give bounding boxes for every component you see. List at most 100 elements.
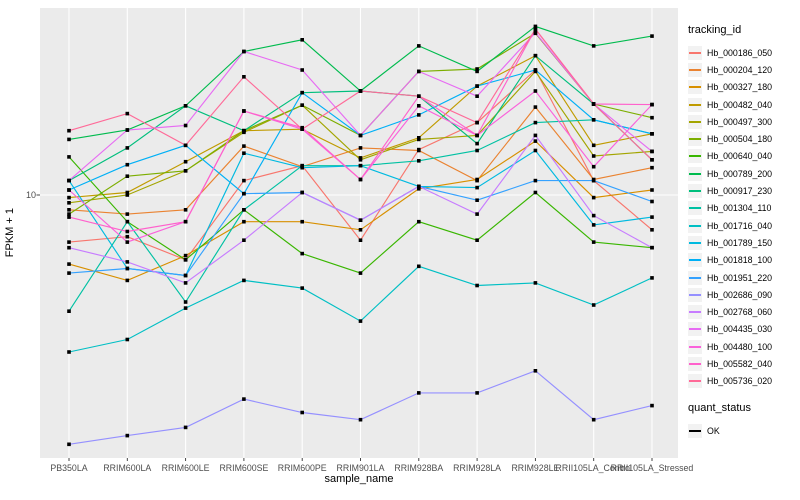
legend-items: Hb_000186_050 Hb_000204_120 Hb_000327_180 H… [688, 44, 800, 390]
line-swatch-icon [689, 362, 701, 365]
point-marker [591, 303, 596, 307]
point-marker [650, 115, 654, 120]
point-marker [533, 68, 538, 72]
legend-key-swatch [688, 287, 702, 302]
line-swatch-icon [689, 68, 701, 71]
x-tick-label: RRIM600SE [219, 463, 268, 473]
point-marker [475, 198, 479, 202]
point-marker [67, 188, 71, 192]
point-marker [650, 199, 654, 204]
line-swatch-icon [689, 311, 701, 314]
legend-key-swatch [688, 201, 702, 216]
point-marker [300, 219, 304, 224]
point-marker [475, 133, 479, 138]
legend-key-swatch [688, 80, 702, 95]
point-marker [475, 94, 479, 98]
point-marker [125, 229, 130, 234]
point-marker [533, 133, 538, 138]
point-marker [358, 158, 363, 162]
legend-entry-label: Hb_000789_200 [707, 168, 773, 179]
point-marker [300, 68, 304, 72]
y-axis-tick-label: 10 [25, 190, 36, 200]
panel-background [40, 8, 678, 458]
point-marker [417, 104, 421, 108]
point-marker [417, 264, 421, 269]
legend-entry: Hb_004435_030 [688, 321, 800, 338]
line-swatch-icon [689, 207, 701, 210]
legend-key-swatch [688, 374, 702, 389]
line-swatch-icon [689, 276, 701, 279]
point-marker [67, 201, 71, 205]
legend-entry: Hb_000204_120 [688, 61, 800, 78]
x-axis-title: sample_name [324, 473, 394, 485]
point-marker [475, 185, 479, 190]
point-marker [67, 137, 71, 142]
line-swatch-icon [689, 120, 701, 123]
point-marker [650, 132, 654, 136]
legend-entry-label: Hb_002768_060 [707, 307, 773, 318]
point-marker [242, 219, 246, 224]
point-marker [67, 240, 71, 244]
point-marker [300, 190, 304, 195]
legend-entry: Hb_000186_050 [688, 44, 800, 61]
point-marker [417, 391, 421, 395]
legend-key-swatch [688, 184, 702, 199]
point-marker [183, 208, 188, 212]
legend-entry-label: Hb_001716_040 [707, 220, 773, 231]
point-marker [533, 105, 538, 109]
legend-key-swatch [688, 166, 702, 181]
point-marker [475, 120, 479, 125]
point-marker [591, 164, 596, 169]
x-tick-label: RRIM928LA [453, 463, 501, 473]
point-marker [300, 286, 304, 290]
axis-ticks [36, 194, 653, 461]
point-marker [125, 174, 130, 178]
line-swatch-icon [689, 241, 701, 244]
legend-entry-label: Hb_000482_040 [707, 99, 773, 110]
legend-entry: Hb_001304_110 [688, 200, 800, 217]
point-marker [183, 219, 188, 224]
point-marker [358, 238, 363, 242]
point-marker [242, 49, 246, 54]
line-swatch-icon [689, 172, 701, 175]
line-swatch-icon [689, 103, 701, 106]
point-marker [533, 148, 538, 153]
point-marker [358, 89, 363, 93]
point-marker [591, 223, 596, 227]
point-marker [67, 155, 71, 159]
point-marker [67, 309, 71, 313]
x-tick-label: RRII105LA_Stressed [611, 463, 694, 473]
point-marker [183, 273, 188, 278]
point-marker [300, 410, 304, 415]
point-marker [358, 156, 363, 160]
legend-key-swatch [688, 305, 702, 320]
x-tick-label: RRIM600PE [278, 463, 327, 473]
point-marker [183, 104, 188, 108]
point-marker [417, 184, 421, 189]
point-marker [183, 159, 188, 164]
point-marker [475, 84, 479, 88]
point-marker [358, 163, 363, 168]
point-marker [183, 281, 188, 285]
point-marker [300, 90, 304, 95]
point-marker [650, 149, 654, 154]
legend-entry-label: Hb_001304_110 [707, 203, 772, 214]
line-swatch-icon [689, 51, 701, 54]
point-marker [475, 212, 479, 216]
point-marker [591, 213, 596, 218]
point-marker [358, 228, 363, 232]
point-marker [650, 34, 654, 38]
point-marker [591, 102, 596, 106]
point-marker [242, 397, 246, 401]
point-marker [125, 219, 130, 224]
point-marker [650, 165, 654, 170]
legend-entry: Hb_001789_150 [688, 234, 800, 251]
point-marker [183, 425, 188, 430]
point-marker [358, 319, 363, 323]
point-marker [242, 128, 246, 133]
point-marker [417, 148, 421, 153]
x-tick-label: RRIM928LE [511, 463, 559, 473]
point-marker [125, 111, 130, 116]
point-marker [358, 417, 363, 422]
